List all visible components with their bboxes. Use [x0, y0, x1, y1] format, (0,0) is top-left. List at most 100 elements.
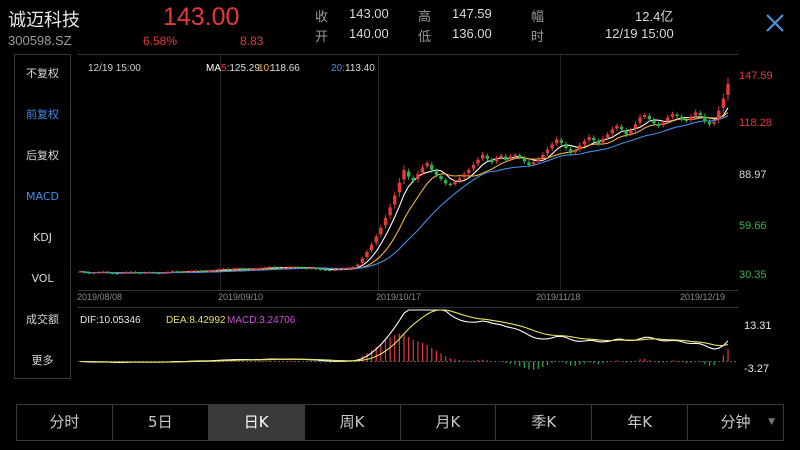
- open-label: 开: [315, 30, 329, 45]
- dea-line: [80, 309, 729, 363]
- candle-body: [642, 114, 647, 117]
- candle-body: [531, 162, 536, 165]
- candle-body: [356, 264, 360, 267]
- price-tick: 147.59: [739, 70, 773, 82]
- candle-body: [434, 171, 439, 175]
- date-label: 2019/08/08: [77, 292, 122, 302]
- macd-legend: MACD:3.24706: [227, 315, 296, 326]
- high-value: 147.59: [452, 6, 492, 21]
- menu-kdj[interactable]: KDJ: [33, 231, 52, 244]
- tab-5day[interactable]: 5日: [113, 405, 209, 440]
- candle-body: [249, 269, 253, 271]
- candle-body: [369, 244, 374, 251]
- menu-turnover[interactable]: 成交额: [26, 313, 59, 326]
- ma5-label: MA5:125.29: [206, 63, 260, 74]
- candle-body: [184, 271, 189, 273]
- dif-legend: DIF:10.05346: [80, 315, 141, 326]
- date-label: 2019/12/19: [680, 292, 725, 302]
- candle-body: [152, 272, 156, 274]
- price-tick: 88.97: [739, 169, 767, 181]
- candle-body: [295, 266, 300, 268]
- stock-code: 300598.SZ: [8, 33, 72, 48]
- candle-body: [485, 155, 490, 159]
- menu-no-adjust[interactable]: 不复权: [26, 67, 59, 80]
- close-label: 收: [315, 10, 329, 25]
- candle-body: [272, 267, 277, 269]
- tab-daily-k[interactable]: 日K: [208, 405, 305, 440]
- date-label: 2019/11/18: [536, 292, 580, 302]
- candle-body: [420, 167, 425, 173]
- candle-body: [647, 116, 652, 120]
- candle-body: [416, 174, 420, 180]
- tab-yearly-k[interactable]: 年K: [592, 405, 689, 440]
- close-value: 143.00: [349, 6, 389, 21]
- candle-body: [439, 176, 443, 180]
- candle-body: [541, 154, 545, 158]
- candle-body: [499, 155, 503, 158]
- candle-body: [592, 137, 596, 141]
- candle-body: [605, 134, 610, 138]
- ma10-label: 10:: [258, 63, 272, 74]
- candle-body: [490, 159, 494, 163]
- menu-backward-adjust[interactable]: 后复权: [26, 149, 59, 162]
- candle-body: [323, 269, 328, 271]
- kline-chart[interactable]: 12/19 15:00 MA5:125.29 10: 118.66 20: 11…: [72, 54, 784, 380]
- candle-body: [457, 178, 462, 181]
- candle-body: [629, 130, 633, 134]
- candle-body: [494, 158, 499, 162]
- candle-body: [573, 150, 577, 153]
- candle-body: [406, 171, 411, 177]
- price-tick: 30.35: [739, 269, 767, 281]
- candle-body: [110, 272, 115, 274]
- candle-body: [726, 83, 730, 95]
- menu-macd[interactable]: MACD: [26, 190, 59, 203]
- candle-body: [689, 116, 693, 120]
- candle-body: [258, 268, 263, 270]
- stock-name: 诚迈科技: [8, 10, 80, 31]
- candle-body: [305, 268, 309, 270]
- candle-body: [476, 159, 480, 164]
- candle-body: [633, 124, 638, 129]
- tab-monthly-k[interactable]: 月K: [401, 405, 497, 440]
- candle-body: [351, 266, 355, 268]
- candle-body: [286, 267, 290, 269]
- open-value: 140.00: [349, 26, 389, 41]
- menu-more[interactable]: 更多: [31, 354, 54, 367]
- candle-body: [87, 272, 91, 274]
- tab-weekly-k[interactable]: 周K: [305, 405, 401, 440]
- current-price: 143.00: [163, 3, 240, 31]
- candle-body: [522, 158, 527, 162]
- tab-intraday[interactable]: 分时: [17, 405, 113, 440]
- menu-vol[interactable]: VOL: [31, 272, 54, 285]
- candle-body: [615, 125, 619, 129]
- candle-body: [203, 271, 207, 273]
- candle-body: [568, 149, 573, 153]
- price-tick: 59.66: [739, 220, 767, 232]
- candle-body: [559, 140, 564, 143]
- candle-body: [360, 258, 365, 263]
- close-button[interactable]: [762, 10, 788, 36]
- candle-body: [318, 268, 323, 270]
- candle-body: [564, 144, 568, 148]
- macd-tick: -3.27: [744, 363, 769, 375]
- candle-body: [578, 145, 582, 150]
- candle-body: [448, 183, 452, 186]
- macd-lines: [79, 309, 729, 363]
- menu-forward-adjust[interactable]: 前复权: [26, 108, 59, 121]
- price-tick: 118.28: [739, 117, 772, 129]
- candle-body: [555, 139, 559, 144]
- candle-body: [425, 163, 429, 167]
- candle-body: [680, 116, 684, 120]
- candle-body: [263, 267, 267, 269]
- candle-body: [166, 272, 170, 274]
- candle-body: [133, 272, 138, 274]
- tab-quarterly-k[interactable]: 季K: [496, 405, 593, 440]
- high-label: 高: [418, 10, 432, 25]
- candle-body: [161, 272, 166, 274]
- time-label: 时: [531, 30, 545, 45]
- candle-body: [717, 110, 721, 120]
- date-label: 2019/10/17: [376, 292, 421, 302]
- tab-minute[interactable]: 分钟 ▼: [688, 405, 783, 440]
- period-tabs: 分时 5日 日K 周K 月K 季K 年K 分钟 ▼: [16, 404, 784, 441]
- ma10-value: 118.66: [270, 63, 300, 74]
